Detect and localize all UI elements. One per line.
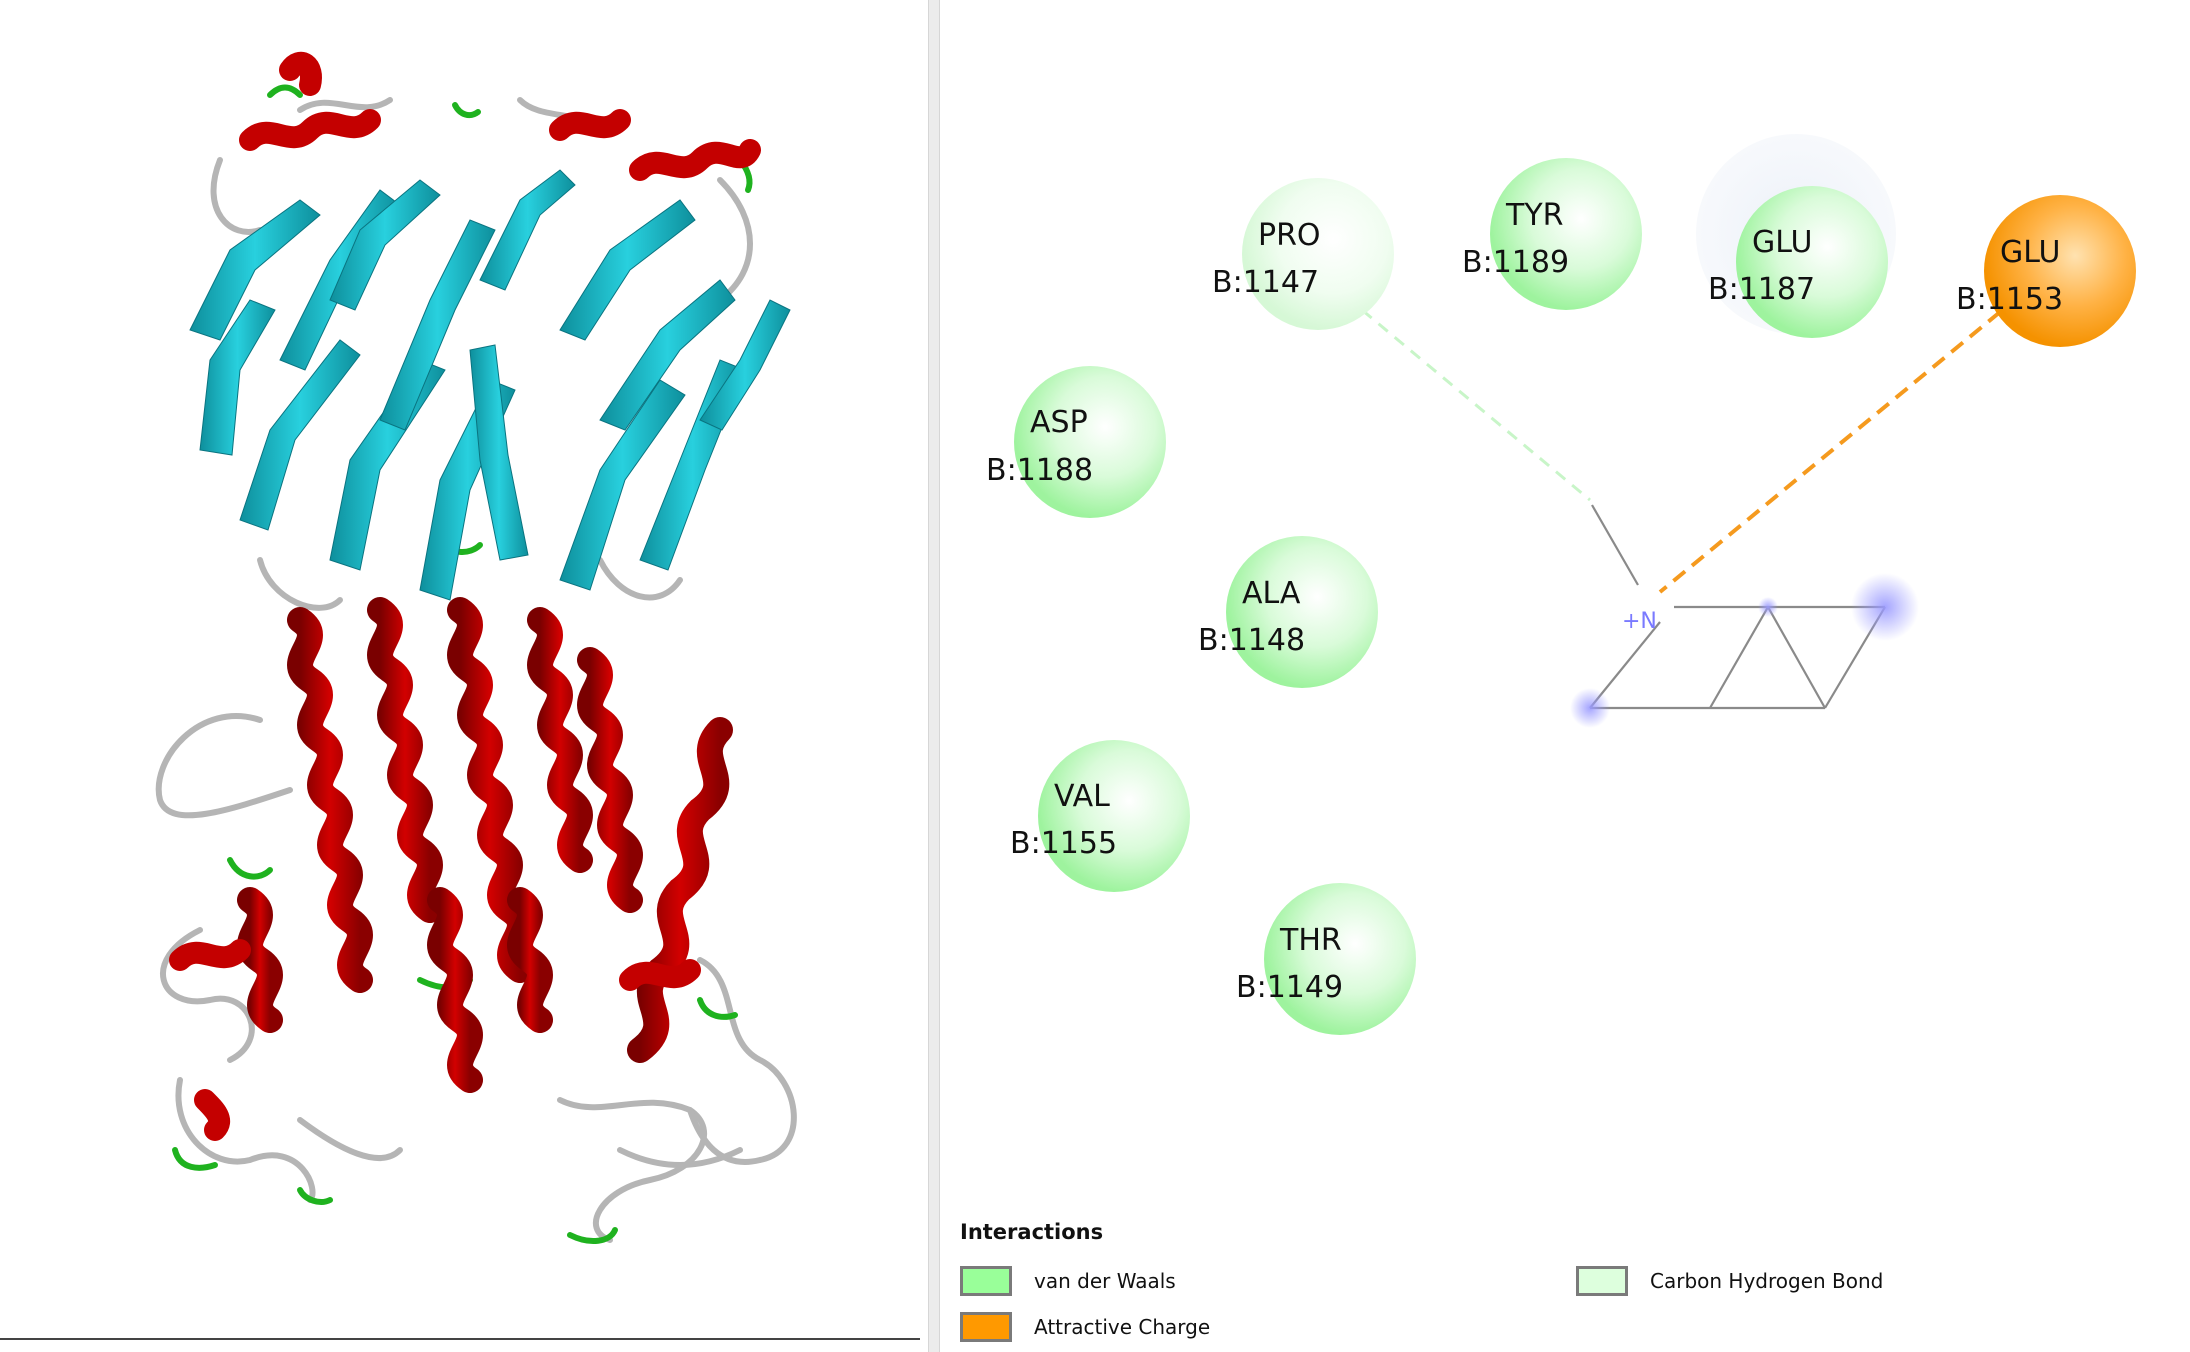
svg-text:THR: THR	[1279, 923, 1342, 958]
svg-text:B:1153: B:1153	[1956, 282, 2063, 317]
svg-text:B:1147: B:1147	[1212, 265, 1319, 300]
svg-text:B:1155: B:1155	[1010, 826, 1117, 861]
legend-title: Interactions	[960, 1220, 1104, 1244]
svg-text:ALA: ALA	[1242, 576, 1301, 611]
attractive-charge-line	[1658, 310, 2002, 594]
helix-top	[169, 51, 761, 1141]
ligand-glow	[1758, 597, 1778, 617]
legend-item-attractive-charge: Attractive Charge	[960, 1312, 1210, 1342]
svg-text:VAL: VAL	[1054, 779, 1110, 814]
svg-text:B:1188: B:1188	[986, 453, 1093, 488]
scrollbar-track	[0, 1338, 920, 1340]
nitrogen-atom-label: +N	[1622, 609, 1657, 634]
residue-PRO-1147[interactable]: PRO B:1147	[1212, 178, 1394, 330]
carbon-hydrogen-bond-line	[1313, 268, 1591, 502]
legend-label: Attractive Charge	[1034, 1315, 1211, 1339]
svg-text:GLU: GLU	[1752, 225, 1812, 260]
residue-VAL-1155[interactable]: VAL B:1155	[1010, 740, 1190, 892]
beta-sheets	[189, 169, 791, 601]
protein-structure-view[interactable]	[0, 0, 928, 1352]
interaction-diagram-panel: +N PRO B:1147 TYR B:1189 GLU B:1187 GLU …	[940, 0, 2190, 1352]
residue-TYR-1189[interactable]: TYR B:1189	[1462, 158, 1642, 310]
ligand-glow	[1570, 688, 1610, 728]
svg-text:TYR: TYR	[1505, 198, 1564, 233]
alpha-helices	[237, 597, 733, 1093]
residue-GLU-1153[interactable]: GLU B:1153	[1956, 195, 2136, 347]
legend-item-van-der-waals: van der Waals	[960, 1266, 1176, 1296]
svg-text:ASP: ASP	[1030, 405, 1088, 440]
residue-THR-1149[interactable]: THR B:1149	[1236, 883, 1416, 1035]
panel-divider[interactable]	[928, 0, 940, 1352]
svg-text:B:1187: B:1187	[1708, 272, 1815, 307]
ligand-glow	[1851, 573, 1919, 641]
legend-swatch-carbon-hydrogen-bond	[1576, 1266, 1628, 1296]
svg-text:PRO: PRO	[1258, 218, 1321, 253]
interaction-diagram: +N PRO B:1147 TYR B:1189 GLU B:1187 GLU …	[986, 134, 2136, 1035]
legend-label: van der Waals	[1034, 1269, 1176, 1293]
residue-GLU-1187[interactable]: GLU B:1187	[1708, 186, 1888, 338]
svg-text:B:1149: B:1149	[1236, 970, 1343, 1005]
ligand-skeleton	[1589, 504, 1886, 710]
protein-cartoon-image	[155, 51, 797, 1244]
legend-swatch-attractive-charge	[960, 1312, 1012, 1342]
residue-ASP-1188[interactable]: ASP B:1188	[986, 366, 1166, 518]
svg-text:B:1148: B:1148	[1198, 623, 1305, 658]
svg-text:GLU: GLU	[2000, 235, 2060, 270]
svg-text:B:1189: B:1189	[1462, 245, 1569, 280]
legend-label: Carbon Hydrogen Bond	[1650, 1269, 1884, 1293]
residue-ALA-1148[interactable]: ALA B:1148	[1198, 536, 1378, 688]
legend-item-carbon-hydrogen-bond: Carbon Hydrogen Bond	[1576, 1266, 1883, 1296]
legend-swatch-van-der-waals	[960, 1266, 1012, 1296]
